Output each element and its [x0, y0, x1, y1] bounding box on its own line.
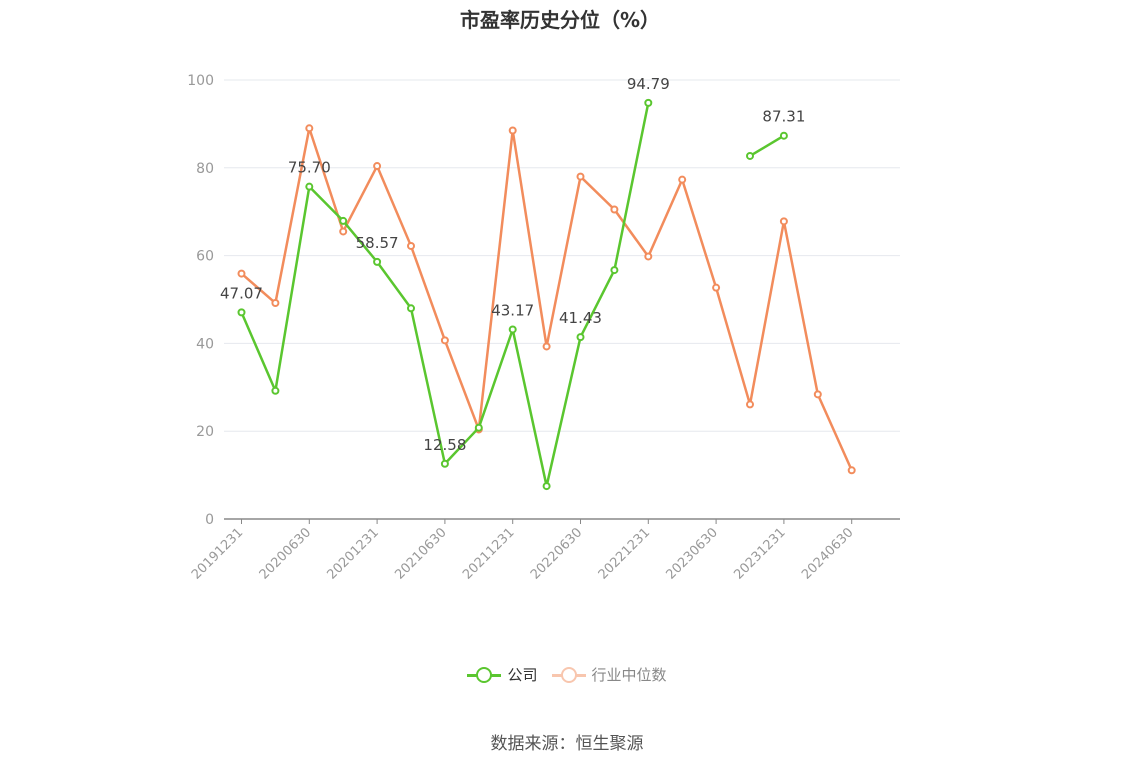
legend-item-industry[interactable]: 行业中位数: [551, 664, 667, 685]
data-labels: 47.07 75.70 58.57 12.58 43.17 41.43 94.79 87.31: [220, 75, 805, 454]
x-tick-label: 20240630: [799, 525, 856, 582]
series-line-company: [749, 134, 785, 158]
data-source: 数据来源：恒生聚源: [490, 734, 644, 754]
data-point-company[interactable]: [407, 304, 415, 313]
data-point-industry[interactable]: [271, 299, 280, 308]
x-tick-label: 20231231: [731, 525, 788, 582]
data-label: 43.17: [491, 301, 534, 319]
data-label: 87.31: [762, 108, 805, 126]
data-point-industry[interactable]: [508, 126, 517, 135]
legend: 公司 行业中位数: [0, 664, 1134, 685]
data-point-industry[interactable]: [373, 162, 382, 171]
data-point-industry[interactable]: [847, 466, 856, 475]
data-label: 75.70: [288, 159, 331, 177]
data-point-company[interactable]: [508, 325, 517, 334]
data-point-company[interactable]: [779, 131, 788, 140]
data-point-industry[interactable]: [407, 241, 415, 250]
x-tick-label: 20211231: [460, 525, 517, 582]
y-tick-label: 60: [196, 249, 214, 265]
data-label: 41.43: [559, 309, 602, 327]
data-point-industry[interactable]: [542, 342, 551, 351]
y-tick-label: 0: [205, 512, 214, 528]
legend-company-marker-icon: [467, 665, 502, 685]
data-point-company[interactable]: [474, 423, 483, 432]
data-point-company[interactable]: [305, 182, 314, 191]
grid-lines: [224, 79, 900, 432]
x-tick-label: 20230630: [664, 525, 721, 582]
y-tick-label: 40: [196, 336, 214, 352]
data-label: 12.58: [423, 436, 466, 454]
x-tick-label: 20221231: [596, 525, 653, 582]
series-line-industry: [240, 127, 853, 471]
data-point-company[interactable]: [373, 257, 382, 266]
data-label: 58.57: [356, 234, 399, 252]
chart-title: 市盈率历史分位（%）: [459, 8, 661, 32]
data-point-company[interactable]: [576, 333, 585, 342]
y-tick-label: 100: [187, 73, 214, 89]
data-point-company[interactable]: [339, 216, 348, 225]
data-point-industry[interactable]: [576, 172, 585, 181]
x-tick-label: 20220630: [528, 525, 585, 582]
data-point-industry[interactable]: [610, 205, 619, 214]
data-point-industry[interactable]: [746, 400, 754, 409]
data-point-industry[interactable]: [678, 175, 687, 184]
data-point-company[interactable]: [237, 308, 246, 317]
y-tick-label: 80: [196, 161, 214, 177]
x-tick-label: 20210630: [392, 525, 449, 582]
legend-industry-marker-icon: [551, 665, 586, 685]
data-point-industry[interactable]: [305, 124, 314, 133]
data-point-company[interactable]: [610, 266, 619, 275]
data-point-company[interactable]: [440, 459, 449, 468]
x-tick-label: 20191231: [189, 525, 246, 582]
data-label: 94.79: [627, 75, 670, 93]
x-tick-label: 20201231: [325, 525, 382, 582]
data-point-company[interactable]: [271, 386, 280, 395]
data-point-company[interactable]: [542, 482, 551, 491]
data-point-company[interactable]: [746, 151, 754, 160]
x-tick-label: 20200630: [257, 525, 314, 582]
data-point-industry[interactable]: [440, 336, 449, 345]
legend-item-company[interactable]: 公司: [467, 664, 538, 685]
data-point-industry[interactable]: [813, 390, 822, 399]
data-label: 47.07: [220, 284, 263, 302]
data-point-company[interactable]: [644, 98, 653, 107]
data-point-industry[interactable]: [339, 227, 348, 236]
data-point-industry[interactable]: [779, 217, 788, 226]
series-lines: [237, 98, 856, 491]
legend-company-label: 公司: [507, 666, 538, 684]
legend-industry-label: 行业中位数: [591, 666, 667, 684]
data-point-industry[interactable]: [237, 269, 246, 278]
y-tick-label: 20: [196, 424, 214, 440]
data-point-industry[interactable]: [712, 283, 721, 292]
data-point-industry[interactable]: [644, 252, 653, 261]
